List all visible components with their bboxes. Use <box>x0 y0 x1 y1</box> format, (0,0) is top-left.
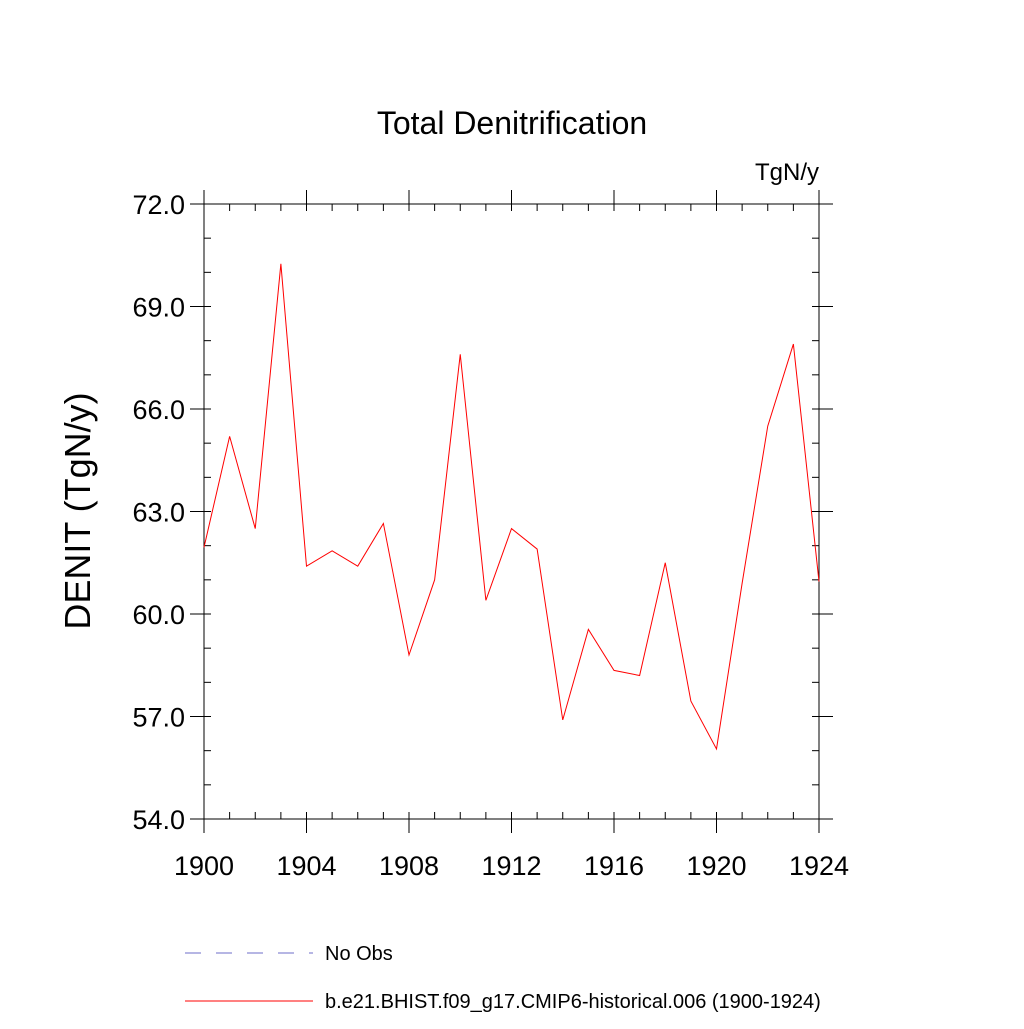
y-tick-label: 72.0 <box>132 190 185 220</box>
y-major-ticks <box>190 203 833 820</box>
units-label: TgN/y <box>755 159 819 186</box>
x-tick-labels: 1900 1904 1908 1912 1916 1920 1924 <box>174 851 849 881</box>
legend-label-model-run: b.e21.BHIST.f09_g17.CMIP6-historical.006… <box>325 991 821 1013</box>
y-tick-label: 69.0 <box>132 293 185 323</box>
x-tick-label: 1900 <box>174 851 234 881</box>
y-tick-label: 57.0 <box>132 703 185 733</box>
y-tick-label: 63.0 <box>132 498 185 528</box>
x-tick-label: 1908 <box>379 851 439 881</box>
y-axis-label: DENIT (TgN/y) <box>57 392 98 629</box>
x-tick-label: 1916 <box>584 851 644 881</box>
x-tick-label: 1924 <box>789 851 849 881</box>
plot-frame <box>203 203 820 820</box>
x-minor-ticks <box>203 204 820 819</box>
y-minor-ticks <box>204 203 819 820</box>
legend: No Obs b.e21.BHIST.f09_g17.CMIP6-histori… <box>185 943 821 1013</box>
x-tick-label: 1920 <box>686 851 746 881</box>
series-line <box>203 263 820 751</box>
x-major-ticks <box>203 190 820 833</box>
y-tick-label: 54.0 <box>132 805 185 835</box>
y-tick-label: 60.0 <box>132 600 185 630</box>
chart-title: Total Denitrification <box>377 105 647 141</box>
y-tick-label: 66.0 <box>132 395 185 425</box>
x-tick-label: 1912 <box>481 851 541 881</box>
y-tick-labels: 54.0 57.0 60.0 63.0 66.0 69.0 72.0 <box>132 190 185 835</box>
series-layer <box>203 263 820 751</box>
x-tick-label: 1904 <box>276 851 336 881</box>
legend-label-no-obs: No Obs <box>325 943 393 965</box>
